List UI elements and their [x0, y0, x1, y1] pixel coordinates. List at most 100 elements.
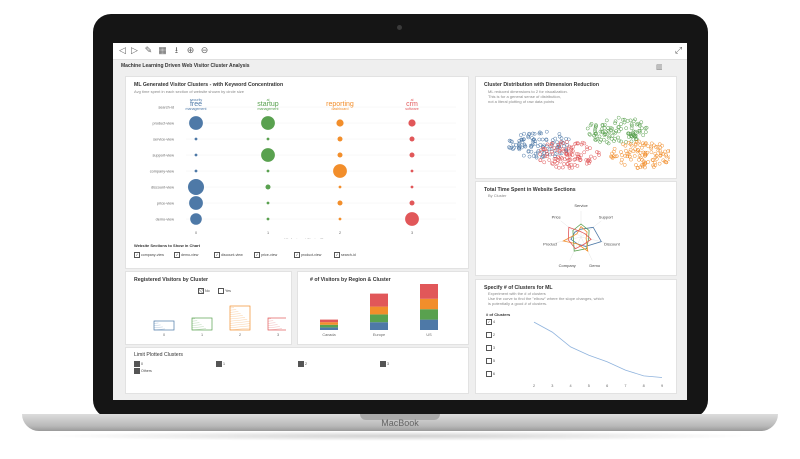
scatter-point — [619, 122, 623, 126]
bar-hatch — [229, 327, 251, 331]
cluster-count-option[interactable]: 3 — [486, 345, 495, 351]
scatter-point — [637, 154, 642, 158]
scatter-point — [549, 149, 554, 154]
scatter-point — [585, 126, 590, 131]
scatter-point — [556, 145, 560, 149]
scatter-point — [570, 152, 575, 157]
scatter-point — [592, 129, 597, 133]
x-tick-label: Canada — [322, 333, 336, 337]
edit-icon[interactable]: ✎ — [144, 45, 153, 55]
scatter-point — [564, 152, 568, 157]
back-icon[interactable]: ◁ — [119, 45, 126, 55]
scatter-point — [552, 146, 557, 151]
scatter-point — [616, 129, 621, 134]
limit-option[interactable]: Others — [134, 368, 152, 374]
scatter-point — [575, 141, 580, 146]
scatter-point — [664, 160, 669, 165]
book-icon[interactable]: ▥ — [656, 64, 663, 71]
bubble — [338, 217, 342, 221]
scatter-point — [519, 145, 524, 150]
scatter-point — [527, 131, 532, 136]
dimension-note-3: not a literal plotting of raw data point… — [488, 99, 555, 104]
keyword-label: reporting — [326, 101, 354, 108]
section-option[interactable]: ✓ company-view — [134, 252, 164, 258]
scatter-point — [657, 142, 662, 147]
forward-icon[interactable]: ▷ — [131, 45, 138, 55]
scatter-point — [578, 157, 583, 162]
camera — [397, 25, 402, 30]
section-option[interactable]: ✓ discount-view — [214, 252, 243, 258]
scatter-point — [557, 148, 562, 153]
cluster-count-option[interactable]: 2 — [486, 332, 495, 338]
fullscreen-icon[interactable]: ⤢ — [674, 45, 683, 55]
scatter-point — [622, 163, 627, 167]
scatter-point — [507, 145, 511, 150]
bubble — [190, 213, 202, 225]
scatter-point — [610, 133, 615, 138]
bubble — [409, 152, 415, 158]
scatter-point — [574, 152, 579, 156]
cluster-count-option[interactable]: 5 — [486, 358, 495, 364]
section-option[interactable]: ✓ price-view — [254, 252, 277, 258]
cluster-count-option[interactable]: ✓ 4 — [486, 319, 495, 325]
scatter-point — [668, 155, 670, 160]
scatter-point — [539, 148, 543, 153]
radar-series — [562, 225, 589, 252]
scatter-point — [582, 141, 587, 146]
scatter-point — [550, 141, 554, 146]
scatter-point — [600, 123, 605, 128]
scatter-point — [637, 128, 641, 133]
scatter-point — [535, 150, 540, 155]
scatter-point — [626, 152, 631, 156]
scatter-point — [659, 151, 663, 156]
keyword-label: startup — [257, 101, 279, 108]
limit-option[interactable]: 2 — [298, 361, 307, 367]
section-option[interactable]: ✓ search-id — [334, 252, 356, 258]
cluster-count-option-label: 3 — [493, 346, 495, 350]
bar-hatch — [229, 325, 251, 328]
scatter-point — [643, 150, 648, 155]
legend-yes[interactable]: Yes — [218, 288, 231, 294]
scatter-point — [521, 153, 526, 158]
limit-option[interactable]: 0 — [134, 361, 143, 367]
scatter-point — [643, 153, 648, 158]
calendar-icon[interactable]: ▦ — [158, 45, 167, 55]
scatter-point — [519, 137, 524, 142]
scatter-point — [610, 126, 614, 131]
scatter-point — [532, 131, 537, 136]
scatter-point — [640, 126, 644, 131]
section-option[interactable]: ✓ demo-view — [174, 252, 198, 258]
scatter-point — [562, 157, 567, 162]
limit-option-label: 0 — [141, 362, 143, 366]
limit-option[interactable]: 1 — [216, 361, 225, 367]
bar-hatch — [191, 322, 200, 324]
scatter-point — [558, 159, 563, 164]
scatter-point — [616, 135, 620, 140]
region-title: # of Visitors by Region & Cluster — [310, 277, 391, 283]
zoom-in-icon[interactable]: ⊕ — [186, 45, 195, 55]
scatter-point — [540, 154, 545, 158]
download-icon[interactable]: ⭳ — [174, 45, 179, 55]
legend-no[interactable]: No — [198, 288, 210, 294]
cluster-count-option[interactable]: 6 — [486, 371, 495, 377]
scatter-point — [572, 157, 577, 162]
x-tick-label: 2 — [533, 384, 535, 388]
scatter-point — [534, 154, 539, 159]
scatter-point — [643, 141, 648, 146]
limit-option-label: 3 — [387, 362, 389, 366]
scatter-point — [651, 158, 655, 163]
x-tick-label: 6 — [606, 384, 608, 388]
scatter-point — [533, 151, 538, 156]
keyword-label: software — [405, 107, 419, 111]
zoom-out-icon[interactable]: ⊖ — [200, 45, 209, 55]
scatter-point — [632, 154, 637, 158]
scatter-point — [545, 144, 549, 149]
scatter-point — [640, 157, 644, 162]
scatter-point — [594, 138, 598, 142]
section-option[interactable]: ✓ product-view — [294, 252, 321, 258]
scatter-point — [631, 119, 636, 124]
scatter-point — [635, 149, 640, 154]
limit-option[interactable]: 3 — [380, 361, 389, 367]
region-panel: # of Visitors by Region & Cluster Canada… — [297, 271, 469, 345]
elbow-line — [533, 321, 663, 378]
